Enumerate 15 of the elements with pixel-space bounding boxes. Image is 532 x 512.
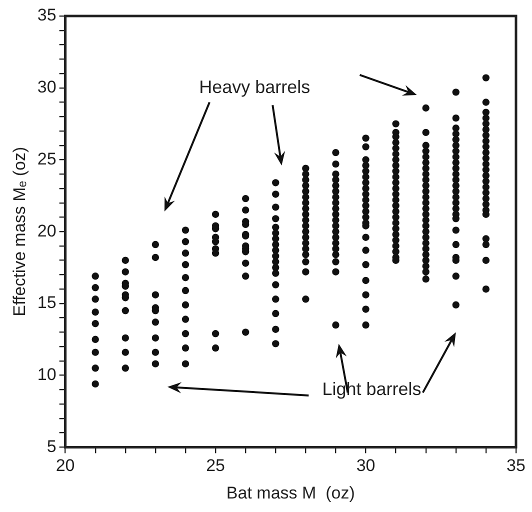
y-tick-label: 10 xyxy=(37,365,56,384)
y-axis-title: Effective mass Mₑ (oz) xyxy=(10,146,29,316)
annotation: Heavy barrels xyxy=(199,76,310,97)
x-axis-title: Bat mass M (oz) xyxy=(226,483,355,502)
y-tick-label: 5 xyxy=(46,436,56,456)
x-tick-label: 30 xyxy=(356,456,376,476)
y-tick-label: 25 xyxy=(37,149,56,168)
annotation: Light barrels xyxy=(322,378,422,399)
x-tick-label: 25 xyxy=(206,456,225,476)
y-tick-label: 20 xyxy=(37,221,56,240)
y-tick-label: 30 xyxy=(37,78,56,97)
y-tick-label: 15 xyxy=(37,293,56,312)
y-tick-label: 35 xyxy=(37,6,56,25)
x-tick-label: 20 xyxy=(56,456,75,476)
x-tick-label: 35 xyxy=(506,456,526,476)
